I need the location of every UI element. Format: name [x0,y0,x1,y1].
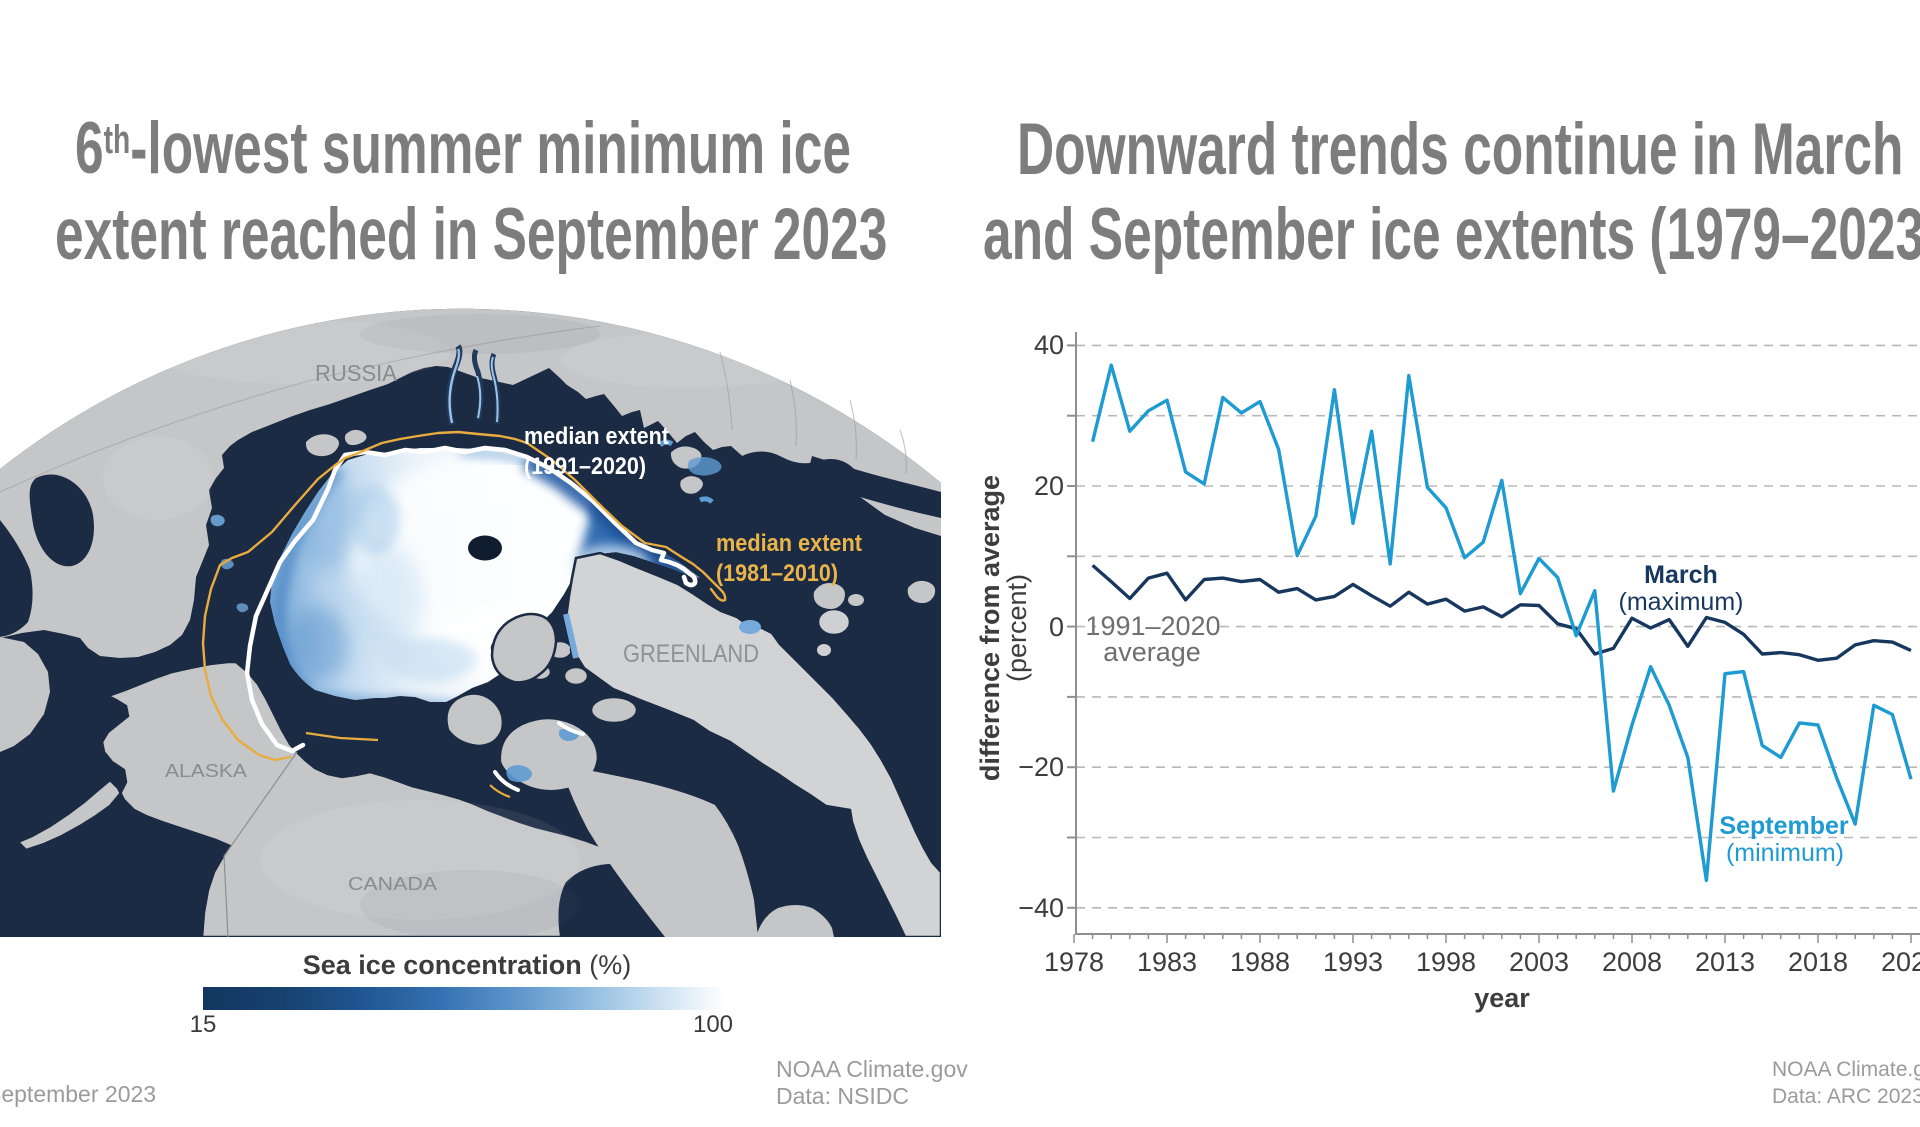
svg-text:median extent: median extent [524,423,669,450]
svg-text:March: March [1644,561,1718,589]
svg-text:2003: 2003 [1509,947,1569,977]
svg-text:GREENLAND: GREENLAND [623,640,759,668]
svg-text:1983: 1983 [1137,947,1197,977]
svg-text:1993: 1993 [1323,947,1383,977]
svg-text:−40: −40 [1018,893,1064,923]
svg-text:(1991–2020): (1991–2020) [524,453,646,480]
svg-text:(maximum): (maximum) [1619,588,1744,616]
svg-text:1998: 1998 [1416,947,1476,977]
svg-text:20: 20 [1034,471,1064,501]
svg-text:(percent): (percent) [1002,574,1032,682]
svg-text:ALASKA: ALASKA [165,761,247,781]
svg-text:−20: −20 [1018,752,1064,782]
svg-text:1978: 1978 [1044,947,1104,977]
svg-text:40: 40 [1034,330,1064,360]
svg-text:(minimum): (minimum) [1726,839,1844,867]
svg-text:2018: 2018 [1788,947,1848,977]
svg-text:difference from average: difference from average [975,475,1005,781]
svg-text:(1981–2010): (1981–2010) [716,560,838,587]
svg-text:average: average [1103,637,1201,667]
svg-text:CANADA: CANADA [348,874,437,894]
svg-text:September: September [1719,812,1848,840]
svg-text:year: year [1474,983,1530,1013]
svg-text:2008: 2008 [1602,947,1662,977]
svg-text:2013: 2013 [1695,947,1755,977]
svg-text:1988: 1988 [1230,947,1290,977]
svg-text:RUSSIA: RUSSIA [315,360,398,386]
svg-text:0: 0 [1049,612,1064,642]
svg-text:2023: 2023 [1881,947,1920,977]
svg-text:1991–2020: 1991–2020 [1085,611,1220,641]
svg-text:median extent: median extent [716,530,862,557]
